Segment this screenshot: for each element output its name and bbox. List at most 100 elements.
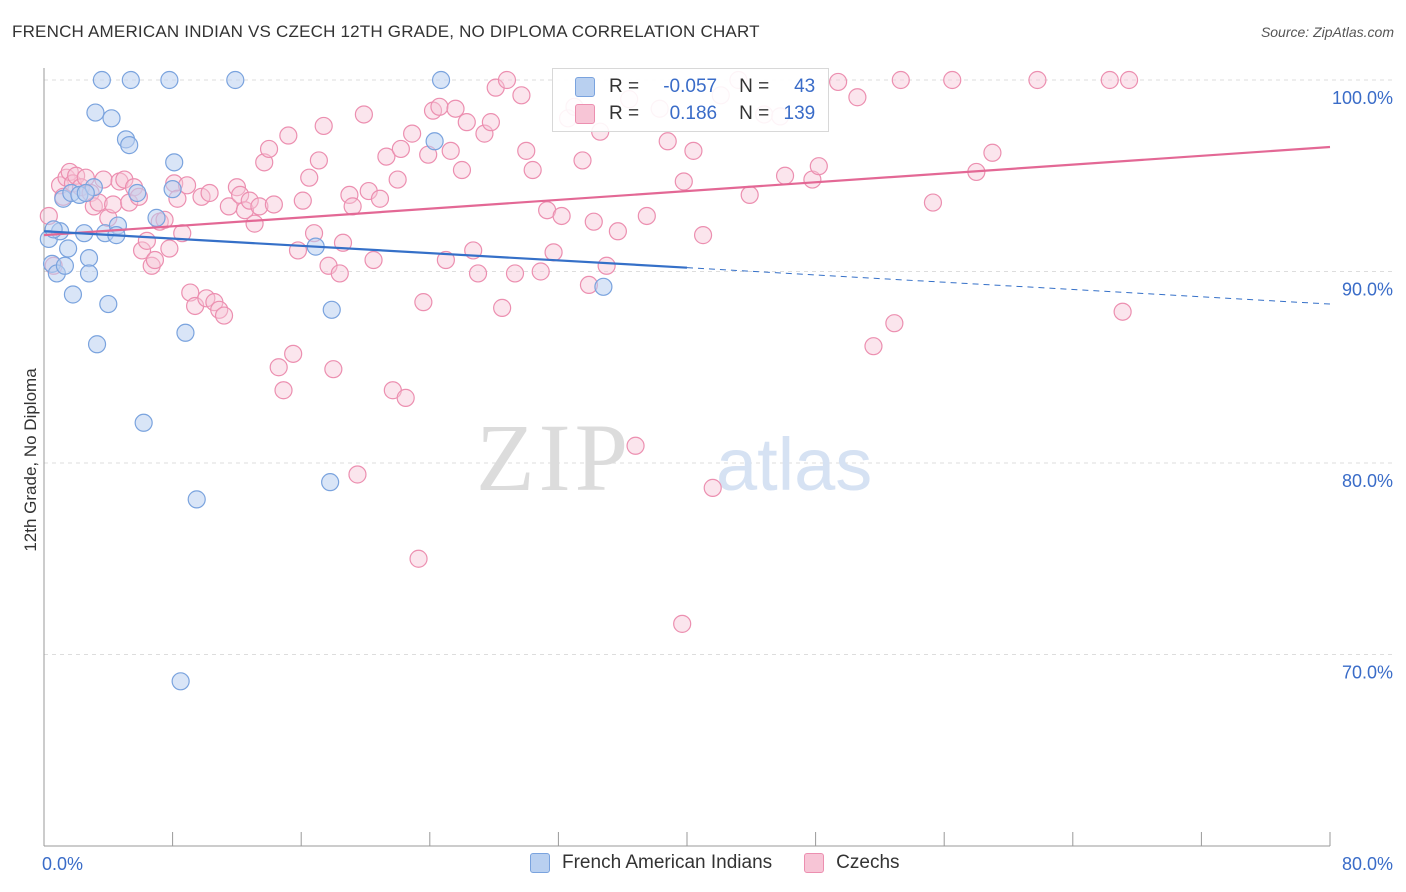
- czech-point: [512, 86, 531, 105]
- x-tick-label-start: 0.0%: [42, 854, 83, 874]
- french-american-indian-point: [63, 285, 83, 304]
- czech-point: [264, 195, 283, 214]
- czech-point: [430, 97, 449, 116]
- french-american-indian-point: [102, 109, 121, 128]
- axes: [43, 68, 1331, 847]
- czech-point: [658, 132, 677, 151]
- czech-point: [775, 166, 795, 185]
- x-tick-label-end: 80.0%: [1342, 854, 1393, 874]
- czech-point: [181, 283, 200, 302]
- czech-point: [269, 358, 288, 377]
- czech-point: [284, 344, 303, 363]
- legend-item-french: French American Indians: [530, 852, 772, 874]
- y-tick-label: 100.0%: [1332, 88, 1393, 108]
- french-american-indian-point: [128, 183, 147, 203]
- czech-point: [848, 88, 867, 107]
- czech-point: [1028, 70, 1047, 90]
- czech-point: [493, 298, 512, 317]
- french-american-indian-point: [79, 248, 99, 268]
- legend-r-value: 0.186: [669, 103, 718, 124]
- czech-point: [115, 170, 134, 189]
- french-american-indian-point: [134, 413, 153, 432]
- french-american-indian-point: [59, 239, 78, 258]
- czech-point: [137, 231, 156, 250]
- french-american-indian-point: [431, 70, 451, 90]
- czech-point: [475, 124, 494, 143]
- czech-point: [891, 70, 910, 90]
- french-american-indian-point: [147, 208, 166, 227]
- czech-point: [414, 293, 433, 312]
- czech-point: [452, 160, 472, 180]
- czech-point: [214, 306, 234, 325]
- legend-label-french: French American Indians: [562, 852, 773, 873]
- french-american-indian-point: [76, 183, 95, 203]
- french-american-indian-point: [86, 103, 105, 122]
- czech-point: [391, 139, 410, 159]
- czech-point: [210, 300, 229, 319]
- french-trend-line: [43, 230, 688, 269]
- czech-point: [637, 206, 656, 226]
- legend-swatch-pink: [575, 104, 595, 124]
- czech-point: [923, 193, 943, 212]
- czech-point: [584, 212, 603, 231]
- czech-point: [693, 226, 713, 245]
- stats-legend: R = -0.057 N = 43 R = 0.186 N = 139: [552, 68, 829, 132]
- french-american-indian-point: [171, 672, 190, 691]
- czech-point: [703, 478, 722, 497]
- czech-point: [343, 197, 362, 216]
- legend-swatch-blue: [575, 77, 595, 97]
- legend-r-value: -0.057: [663, 76, 718, 97]
- legend-item-czech: Czechs: [804, 852, 900, 874]
- czech-point: [142, 256, 161, 275]
- czech-point: [132, 241, 152, 260]
- legend-n-label: N =: [739, 76, 770, 97]
- legend-swatch-pink: [804, 853, 825, 873]
- czech-point: [544, 243, 563, 262]
- czech-point: [829, 72, 848, 92]
- czech-point: [388, 170, 407, 189]
- y-tick-label: 90.0%: [1342, 280, 1393, 300]
- czech-point: [259, 139, 279, 159]
- legend-n-value: 43: [794, 76, 816, 97]
- legend-label-czech: Czechs: [836, 852, 900, 873]
- czech-point: [505, 264, 525, 283]
- czech-point: [468, 264, 488, 283]
- legend-row-french: R = -0.057 N = 43: [575, 75, 815, 99]
- czech-point: [943, 70, 962, 90]
- chart-title: FRENCH AMERICAN INDIAN VS CZECH 12TH GRA…: [12, 22, 760, 41]
- french-american-indian-point: [121, 70, 140, 90]
- czech-point: [145, 250, 165, 270]
- czech-point: [409, 549, 428, 568]
- legend-r-label: R =: [609, 103, 640, 124]
- czech-point: [309, 151, 328, 170]
- french-american-indian-point: [87, 335, 107, 354]
- trend-lines: [43, 145, 1331, 305]
- czech-point: [348, 465, 367, 484]
- french-trend-extension: [686, 267, 1331, 305]
- czech-point: [552, 206, 571, 226]
- czech-point: [396, 388, 415, 407]
- french-american-indian-point: [55, 256, 74, 275]
- czech-point: [314, 116, 333, 136]
- czech-point: [300, 168, 319, 187]
- czech-point: [436, 250, 455, 270]
- french-american-indian-point: [321, 473, 340, 492]
- source-credit: Source: ZipAtlas.com: [1260, 24, 1394, 40]
- french-american-indian-point: [163, 180, 182, 199]
- watermark-atlas: atlas: [716, 423, 872, 506]
- czech-point: [104, 195, 123, 214]
- czech-point: [457, 113, 476, 132]
- grid-lines: [44, 79, 1392, 655]
- czech-point: [235, 201, 255, 220]
- czech-point: [1100, 70, 1119, 90]
- czech-point: [497, 70, 517, 90]
- czech-point: [255, 153, 274, 172]
- czech-point: [446, 99, 465, 118]
- czech-point: [864, 337, 883, 356]
- czech-point: [740, 185, 759, 204]
- legend-row-czech: R = 0.186 N = 139: [575, 102, 815, 126]
- legend-n-value: 139: [783, 103, 816, 124]
- czech-point: [809, 157, 828, 176]
- y-tick-label: 70.0%: [1342, 663, 1393, 683]
